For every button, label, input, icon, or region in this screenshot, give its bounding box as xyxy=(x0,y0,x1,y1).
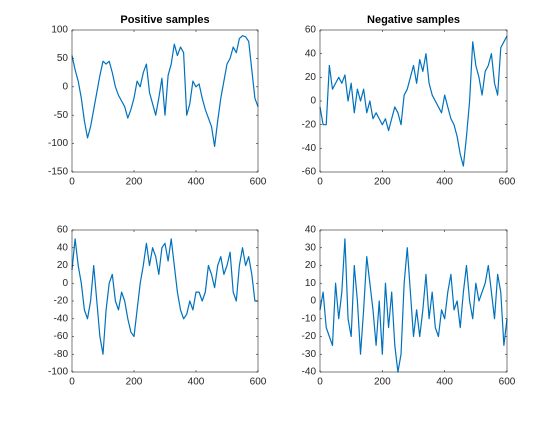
y-tick-label: 60 xyxy=(57,225,69,236)
y-tick-label: -80 xyxy=(54,349,69,360)
y-tick-label: -30 xyxy=(302,349,317,360)
y-tick-label: -150 xyxy=(48,167,68,178)
y-tick-label: -100 xyxy=(48,367,68,378)
y-tick-label: -50 xyxy=(54,110,69,121)
x-tick-label: 600 xyxy=(499,377,516,388)
y-tick-label: -40 xyxy=(302,367,317,378)
y-tick-label: -40 xyxy=(302,143,317,154)
y-tick-label: 40 xyxy=(305,48,317,59)
chart-title: Positive samples xyxy=(120,14,209,26)
axes-box xyxy=(71,29,259,173)
x-tick-label: 400 xyxy=(436,377,453,388)
data-line xyxy=(319,35,508,167)
x-tick-label: 400 xyxy=(436,177,453,188)
data-line xyxy=(71,238,258,355)
y-tick-label: -40 xyxy=(54,313,69,324)
x-tick-label: 200 xyxy=(374,177,391,188)
y-tick-label: 0 xyxy=(310,296,316,307)
x-tick-label: 200 xyxy=(126,377,143,388)
axes-background xyxy=(320,30,507,172)
y-tick-label: 100 xyxy=(51,25,68,36)
y-tick-label: -60 xyxy=(54,331,69,342)
chart-title: Negative samples xyxy=(367,14,460,26)
y-tick-label: 40 xyxy=(57,242,69,253)
y-tick-label: 20 xyxy=(305,260,317,271)
x-tick-label: 0 xyxy=(317,377,323,388)
data-line xyxy=(319,238,508,373)
y-tick-label: 20 xyxy=(305,72,317,83)
y-tick-label: 30 xyxy=(305,242,317,253)
x-tick-label: 600 xyxy=(250,177,267,188)
x-tick-label: 600 xyxy=(250,377,267,388)
y-tick-label: 20 xyxy=(57,260,69,271)
y-tick-label: -60 xyxy=(302,167,317,178)
y-tick-label: -20 xyxy=(302,331,317,342)
y-tick-label: -20 xyxy=(54,296,69,307)
x-tick-label: 200 xyxy=(374,377,391,388)
y-tick-label: 10 xyxy=(305,278,317,289)
y-tick-label: -100 xyxy=(48,138,68,149)
y-tick-label: -20 xyxy=(302,119,317,130)
data-line xyxy=(71,35,259,148)
y-tick-label: 0 xyxy=(62,278,68,289)
x-tick-label: 400 xyxy=(188,377,205,388)
y-tick-label: 40 xyxy=(305,225,317,236)
y-tick-label: 50 xyxy=(57,53,69,64)
x-tick-label: 0 xyxy=(69,377,75,388)
y-tick-label: 60 xyxy=(305,25,317,36)
y-tick-label: -10 xyxy=(302,313,317,324)
y-tick-label: 0 xyxy=(62,81,68,92)
x-tick-label: 400 xyxy=(188,177,205,188)
y-tick-label: 0 xyxy=(310,96,316,107)
x-tick-label: 0 xyxy=(317,177,323,188)
x-tick-label: 200 xyxy=(126,177,143,188)
x-tick-label: 600 xyxy=(499,177,516,188)
axes-background xyxy=(72,230,258,372)
x-tick-label: 0 xyxy=(69,177,75,188)
axes-background xyxy=(320,230,507,372)
axes-background xyxy=(72,30,258,172)
